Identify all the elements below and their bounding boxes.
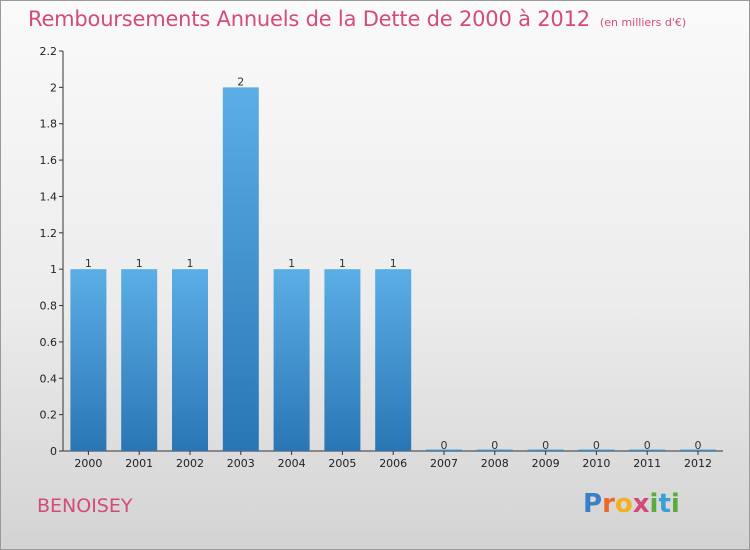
x-tick-label: 2012 <box>684 457 712 470</box>
y-tick-label: 2 <box>50 81 57 94</box>
y-tick-label: 1.2 <box>40 227 58 240</box>
chart-title: Remboursements Annuels de la Dette de 20… <box>28 7 686 31</box>
data-label: 1 <box>136 257 143 270</box>
x-tick-label: 2002 <box>176 457 204 470</box>
commune-name: BENOISEY <box>37 495 133 517</box>
bar <box>375 269 412 451</box>
y-tick-label: 1.8 <box>40 118 58 131</box>
logo-letter: i <box>670 489 680 519</box>
x-tick-label: 2008 <box>481 457 509 470</box>
y-tick-label: 1.6 <box>40 154 58 167</box>
y-tick-label: 0.2 <box>40 409 58 422</box>
y-tick-label: 0.6 <box>40 336 58 349</box>
chart-title-text: Remboursements Annuels de la Dette de 20… <box>28 7 590 31</box>
y-tick-label: 0.4 <box>40 372 58 385</box>
data-label: 0 <box>695 439 702 452</box>
bar <box>680 449 716 451</box>
data-label: 1 <box>390 257 397 270</box>
bar <box>222 87 259 451</box>
bar <box>476 449 513 451</box>
x-tick-label: 2009 <box>532 457 560 470</box>
logo-letter: P <box>583 489 603 519</box>
bar <box>70 269 107 451</box>
data-label: 2 <box>237 75 244 88</box>
x-tick-label: 2005 <box>328 457 356 470</box>
data-label: 1 <box>339 257 346 270</box>
logo-letter: i <box>649 489 659 519</box>
logo-letter: o <box>614 489 633 519</box>
bar <box>426 449 462 451</box>
x-tick-label: 2006 <box>379 457 407 470</box>
y-tick-label: 0.8 <box>40 300 58 313</box>
bar <box>121 269 158 451</box>
bar <box>527 449 564 451</box>
x-tick-label: 2001 <box>125 457 153 470</box>
logo-letter: t <box>658 489 671 519</box>
y-tick-label: 1 <box>50 263 57 276</box>
chart-subtitle: (en milliers d'€) <box>599 16 687 29</box>
x-tick-label: 2011 <box>633 457 661 470</box>
proxiti-logo: Proxiti <box>583 489 680 519</box>
bars <box>70 87 716 451</box>
x-tick-label: 2003 <box>227 457 255 470</box>
x-tick-label: 2004 <box>278 457 306 470</box>
y-tick-label: 0 <box>50 445 57 458</box>
data-label: 1 <box>85 257 92 270</box>
bar <box>273 269 310 451</box>
logo-letter: x <box>632 489 650 519</box>
y-tick-label: 1.4 <box>40 190 58 203</box>
data-label: 1 <box>288 257 295 270</box>
logo-letter: r <box>602 489 615 519</box>
data-label: 0 <box>441 439 448 452</box>
bar <box>172 269 208 451</box>
data-label: 0 <box>542 439 549 452</box>
bar <box>578 449 615 451</box>
data-label: 1 <box>187 257 194 270</box>
y-tick-label: 2.2 <box>40 45 58 58</box>
labels: 1 1 1 2 1 1 1 0 0 0 0 0 0 <box>85 75 702 452</box>
x-tick-label: 2007 <box>430 457 458 470</box>
x-tick-label: 2000 <box>74 457 102 470</box>
data-label: 0 <box>491 439 498 452</box>
x-tick-label: 2010 <box>582 457 610 470</box>
bar <box>324 269 361 451</box>
bar <box>629 449 666 451</box>
data-label: 0 <box>593 439 600 452</box>
data-label: 0 <box>644 439 651 452</box>
